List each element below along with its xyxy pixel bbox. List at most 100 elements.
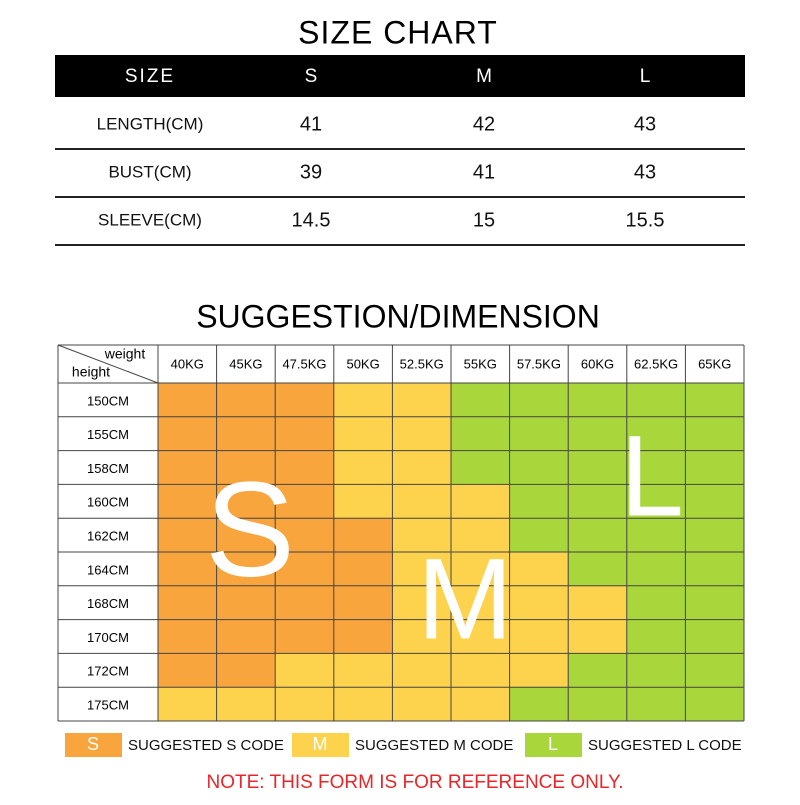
legend-code: S	[87, 734, 99, 754]
size-cell	[568, 552, 627, 586]
size-cell	[158, 383, 217, 417]
size-cell	[568, 518, 627, 552]
size-cell	[158, 585, 217, 620]
header-cell: M	[476, 66, 492, 87]
weight-label: 57.5KG	[517, 356, 561, 371]
size-cell	[685, 484, 744, 519]
size-cell	[158, 687, 217, 721]
legend-code: L	[548, 734, 558, 754]
weight-label: 62.5KG	[634, 356, 678, 371]
size-cell	[216, 552, 276, 586]
corner-height: height	[72, 364, 110, 380]
height-label: 150CM	[87, 393, 129, 408]
size-value: 43	[634, 113, 656, 135]
size-cell	[158, 518, 217, 552]
size-value: 39	[300, 161, 322, 183]
size-cell	[685, 619, 744, 654]
legend-swatch	[525, 733, 582, 757]
weight-label: 55KG	[464, 356, 497, 371]
legend-code: M	[313, 734, 328, 754]
weight-label: 60KG	[581, 356, 614, 371]
size-cell	[509, 416, 569, 451]
row-label: SLEEVE(CM)	[98, 210, 202, 229]
size-cell	[392, 552, 451, 586]
size-cell	[568, 484, 627, 519]
size-cell	[216, 619, 276, 654]
size-cell	[333, 450, 393, 485]
size-cell	[275, 619, 334, 654]
size-cell	[685, 585, 744, 620]
size-cell	[333, 585, 393, 620]
size-cell	[568, 450, 627, 485]
height-label: 155CM	[87, 427, 129, 442]
header-cell: S	[305, 66, 318, 87]
size-cell	[275, 552, 334, 586]
suggestion-title: SUGGESTION/DIMENSION	[196, 298, 600, 334]
size-cell	[626, 450, 686, 485]
legend-label: SUGGESTED L CODE	[588, 737, 742, 754]
height-label: 160CM	[87, 495, 129, 510]
size-cell	[392, 619, 451, 654]
size-cell	[216, 653, 276, 688]
height-label: 158CM	[87, 461, 129, 476]
size-value: 43	[634, 161, 656, 183]
size-cell	[685, 450, 744, 485]
height-label: 164CM	[87, 562, 129, 577]
size-cell	[333, 687, 393, 721]
size-cell	[451, 585, 510, 620]
legend-swatch	[292, 733, 349, 757]
size-cell	[158, 552, 217, 586]
size-value: 41	[473, 161, 495, 183]
overlay-letter: M	[417, 535, 513, 663]
size-value: 14.5	[292, 209, 331, 231]
size-cell	[626, 484, 686, 519]
size-cell	[685, 552, 744, 586]
note: NOTE: THIS FORM IS FOR REFERENCE ONLY.	[207, 772, 624, 793]
height-label: 172CM	[87, 664, 129, 679]
size-cell	[392, 416, 451, 451]
size-cell	[216, 383, 276, 417]
size-cell	[626, 687, 686, 721]
size-cell	[392, 585, 451, 620]
size-cell	[275, 653, 334, 688]
size-cell	[626, 552, 686, 586]
corner-weight: weight	[104, 346, 146, 362]
size-cell	[216, 450, 276, 485]
size-cell	[568, 687, 627, 721]
height-label: 162CM	[87, 529, 129, 544]
size-cell	[685, 687, 744, 721]
size-cell	[685, 416, 744, 451]
size-cell	[392, 484, 451, 519]
row-label: BUST(CM)	[108, 162, 191, 181]
size-cell	[275, 450, 334, 485]
size-value: 15.5	[626, 209, 665, 231]
size-cell	[333, 416, 393, 451]
size-cell	[451, 552, 510, 586]
size-cell	[568, 383, 627, 417]
size-cell	[568, 619, 627, 654]
header-cell: L	[640, 66, 651, 87]
weight-label: 40KG	[171, 356, 204, 371]
size-cell	[216, 416, 276, 451]
size-cell	[333, 518, 393, 552]
size-cell	[685, 518, 744, 552]
legend-label: SUGGESTED M CODE	[355, 737, 513, 754]
size-cell	[451, 450, 510, 485]
size-cell	[451, 653, 510, 688]
size-cell	[451, 383, 510, 417]
size-cell	[509, 484, 569, 519]
size-cell	[509, 585, 569, 620]
weight-label: 52.5KG	[400, 356, 444, 371]
size-cell	[216, 687, 276, 721]
size-cell	[392, 450, 451, 485]
size-cell	[568, 416, 627, 451]
size-cell	[626, 585, 686, 620]
size-cell	[158, 619, 217, 654]
size-cell	[451, 518, 510, 552]
size-cell	[626, 416, 686, 451]
height-label: 168CM	[87, 596, 129, 611]
legend-label: SUGGESTED S CODE	[128, 737, 284, 754]
overlay-letter: S	[205, 454, 295, 605]
size-cell	[509, 653, 569, 688]
size-cell	[509, 552, 569, 586]
